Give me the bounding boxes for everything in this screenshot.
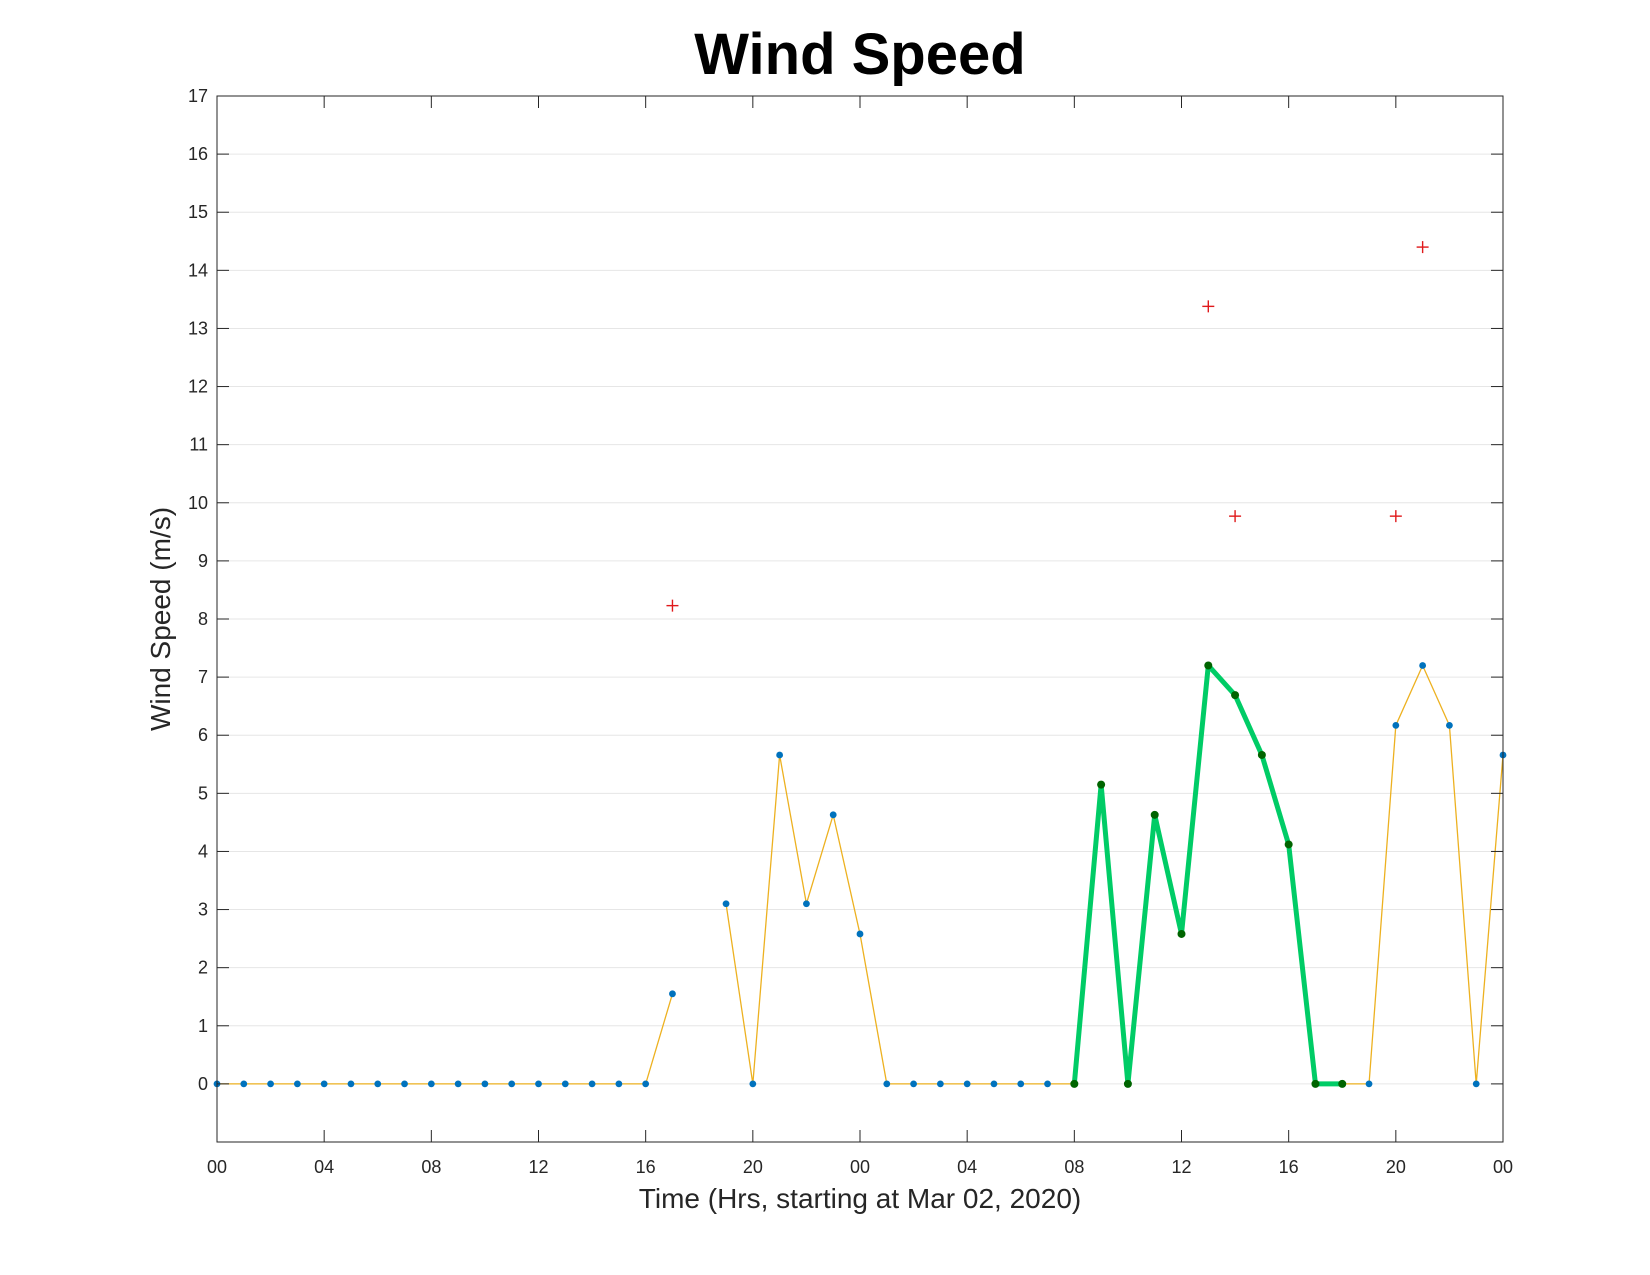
x-tick-label: 16	[636, 1157, 656, 1177]
outlier-marker	[1416, 241, 1429, 254]
y-tick-label: 7	[198, 667, 208, 687]
x-tick-label: 12	[528, 1157, 548, 1177]
data-point	[454, 1080, 462, 1088]
data-point	[1044, 1080, 1051, 1088]
data-point	[293, 1080, 301, 1088]
y-tick-label: 3	[198, 900, 208, 920]
data-point	[990, 1080, 998, 1088]
y-tick-label: 4	[198, 841, 208, 861]
y-tick-label: 8	[198, 609, 208, 629]
data-point	[240, 1080, 248, 1088]
x-tick-label: 00	[207, 1157, 227, 1177]
x-tick-label: 08	[421, 1157, 441, 1177]
highlight-point	[1284, 840, 1293, 849]
outlier-marker	[1389, 510, 1402, 523]
x-tick-label: 20	[743, 1157, 763, 1177]
x-tick-label: 00	[850, 1157, 870, 1177]
data-point	[320, 1080, 328, 1088]
x-tick-label: 20	[1386, 1157, 1406, 1177]
data-point	[776, 751, 784, 759]
highlight-point	[1231, 691, 1240, 700]
data-point	[481, 1080, 489, 1088]
y-tick-label: 13	[188, 318, 208, 338]
data-point	[642, 1080, 650, 1088]
y-tick-label: 17	[188, 86, 208, 106]
y-tick-label: 12	[188, 377, 208, 397]
y-tick-label: 9	[198, 551, 208, 571]
x-tick-label: 08	[1064, 1157, 1084, 1177]
data-point	[588, 1080, 596, 1088]
y-tick-label: 0	[198, 1074, 208, 1094]
y-tick-label: 1	[198, 1016, 208, 1036]
data-point	[1365, 1080, 1373, 1088]
data-point	[749, 1080, 757, 1088]
y-tick-label: 10	[188, 493, 208, 513]
y-tick-label: 2	[198, 958, 208, 978]
data-point	[856, 930, 864, 938]
highlight-point	[1123, 1079, 1132, 1088]
data-point	[1419, 662, 1427, 669]
data-point	[1472, 1080, 1480, 1088]
x-tick-label: 00	[1493, 1157, 1513, 1177]
x-tick-label: 04	[957, 1157, 977, 1177]
data-point	[561, 1080, 569, 1088]
data-point	[374, 1080, 382, 1088]
highlight-point	[1257, 750, 1266, 759]
y-tick-label: 14	[188, 260, 208, 280]
y-tick-label: 5	[198, 783, 208, 803]
outlier-marker	[666, 599, 679, 612]
data-point	[535, 1080, 542, 1088]
data-point	[1017, 1080, 1025, 1088]
data-point	[803, 900, 810, 908]
data-point	[963, 1080, 971, 1088]
data-point	[401, 1080, 408, 1088]
highlight-point	[1097, 780, 1106, 789]
data-point	[1392, 721, 1400, 729]
x-tick-label: 12	[1171, 1157, 1191, 1177]
grid-lines	[217, 95, 1503, 1085]
data-point	[669, 990, 676, 998]
y-axis-label: Wind Speed (m/s)	[145, 507, 176, 731]
x-axis-label: Time (Hrs, starting at Mar 02, 2020)	[639, 1183, 1081, 1214]
outlier-marker	[1202, 300, 1215, 313]
y-tick-label: 6	[198, 725, 208, 745]
highlight-point	[1177, 929, 1186, 938]
y-tick-label: 15	[188, 202, 208, 222]
x-tick-label: 16	[1279, 1157, 1299, 1177]
data-point	[508, 1080, 516, 1088]
data-point	[722, 900, 730, 908]
data-point	[347, 1080, 355, 1088]
data-point	[1446, 721, 1453, 729]
highlight-point	[1070, 1079, 1079, 1088]
data-point	[267, 1080, 274, 1088]
data-point	[615, 1080, 623, 1088]
highlight-point	[1338, 1079, 1347, 1088]
highlight-point	[1204, 661, 1213, 670]
chart-title: Wind Speed	[694, 22, 1025, 87]
outlier-marker	[1229, 510, 1242, 523]
highlight-point	[1150, 810, 1159, 819]
series-line-segment	[217, 993, 674, 1085]
highlight-point	[1311, 1079, 1320, 1088]
data-point	[936, 1080, 944, 1088]
data-point	[829, 811, 837, 819]
x-tick-label: 04	[314, 1157, 334, 1177]
data-point	[910, 1080, 917, 1088]
data-point	[883, 1080, 891, 1088]
y-tick-label: 16	[188, 144, 208, 164]
data-layer	[213, 241, 1507, 1088]
y-tick-label: 11	[189, 435, 208, 455]
data-point	[427, 1080, 435, 1088]
